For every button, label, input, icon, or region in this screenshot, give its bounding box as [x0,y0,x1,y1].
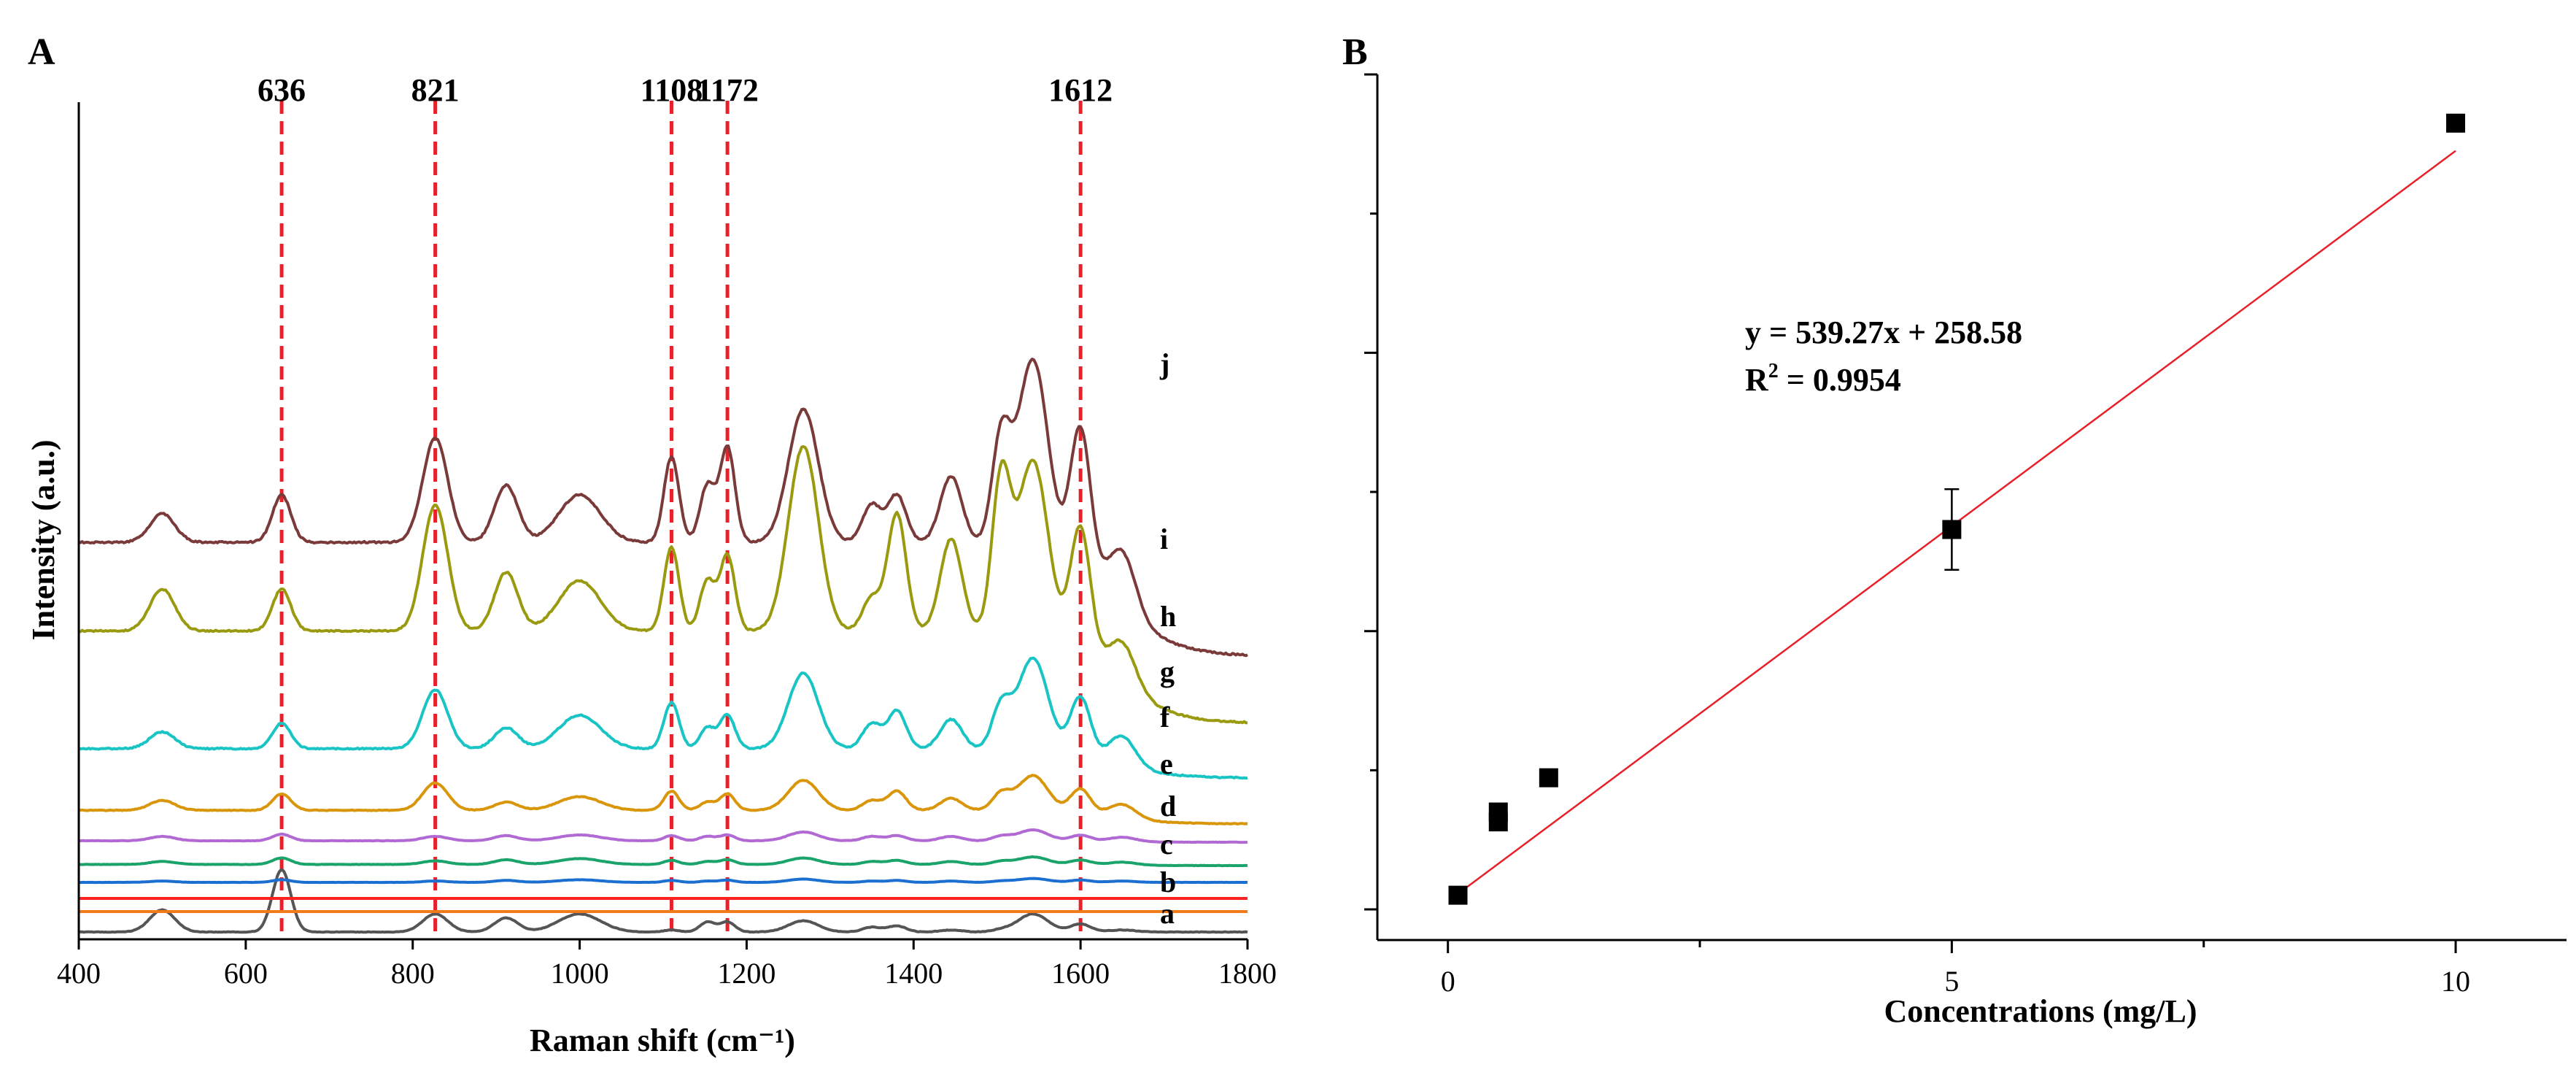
spectrum-h [78,656,1248,780]
curve-label-g: g [1160,655,1175,688]
spectrum-e [78,855,1248,868]
fit-r-squared-prefix: R [1745,362,1769,398]
panel-a-tick-label-400: 400 [57,957,101,990]
spectrum-d [78,877,1248,885]
panel-a-x-axis-label: Raman shift (cm⁻¹) [530,1023,795,1058]
curve-label-a: a [1160,897,1175,930]
curve-label-j: j [1159,347,1169,380]
panel-a-tick-label-1600: 1600 [1051,957,1110,990]
panel-b-y-ticks [1364,73,1377,911]
panel-a-tick-label-600: 600 [224,957,268,990]
curve-label-f: f [1160,701,1170,733]
point-marker [1488,802,1508,822]
curve-label-c: c [1160,828,1173,860]
panel-b-tick-label-10: 10 [2441,965,2470,998]
fit-r-squared-superscript: 2 [1768,360,1779,382]
curve-label-b: b [1160,866,1176,898]
panel-a-spectra [78,358,1248,934]
panel-b-points [1448,113,2466,905]
peak-label-821: 821 [411,72,460,108]
spectrum-a [78,869,1248,934]
point-marker [1942,520,1962,539]
curve-label-i: i [1160,523,1168,555]
panel-b-letter: B [1342,31,1368,73]
peak-label-636: 636 [258,72,306,108]
panel-b-x-ticks: 0 5 10 [1441,940,2470,998]
point-marker [1539,768,1558,787]
panel-a-tick-label-1000: 1000 [551,957,609,990]
data-point-2 [1488,802,1508,822]
panel-b-x-axis-label: Concentrations (mg/L) [1884,993,2197,1029]
curve-label-e: e [1160,747,1173,780]
panel-a-tick-label-1200: 1200 [717,957,775,990]
fit-equation: y = 539.27x + 258.58 [1745,315,2022,350]
panel-a-y-axis-label: Intensity (a.u.) [26,439,61,640]
point-marker [2446,113,2466,133]
panel-a-letter: A [28,31,55,73]
curve-label-h: h [1160,600,1176,633]
point-marker [1448,885,1468,905]
peak-label-1172: 1172 [696,72,759,108]
data-point-5 [2446,113,2466,133]
fit-r-squared: R2 = 0.9954 [1745,360,1901,398]
panel-a-tick-label-1400: 1400 [884,957,943,990]
spectrum-i [78,445,1248,725]
fit-r-squared-value: = 0.9954 [1779,362,1901,398]
panel-a-x-ticks: 400 600 800 1000 1200 1400 1600 1800 [57,939,1277,990]
curve-label-d: d [1160,790,1176,823]
spectrum-f [79,828,1248,844]
spectrum-g [78,774,1248,826]
panel-b-tick-label-0: 0 [1441,965,1455,998]
panel-a-tick-label-1800: 1800 [1218,957,1277,990]
panel-a-peak-lines [279,101,1083,939]
data-point-0 [1448,885,1468,905]
peak-label-1108: 1108 [641,72,703,108]
data-point-4 [1942,488,1962,571]
spectrum-j [78,358,1248,658]
data-point-3 [1539,768,1558,787]
panel-b-tick-label-5: 5 [1944,965,1959,998]
panel-a-tick-label-800: 800 [391,957,435,990]
peak-label-1612: 1612 [1048,72,1113,108]
